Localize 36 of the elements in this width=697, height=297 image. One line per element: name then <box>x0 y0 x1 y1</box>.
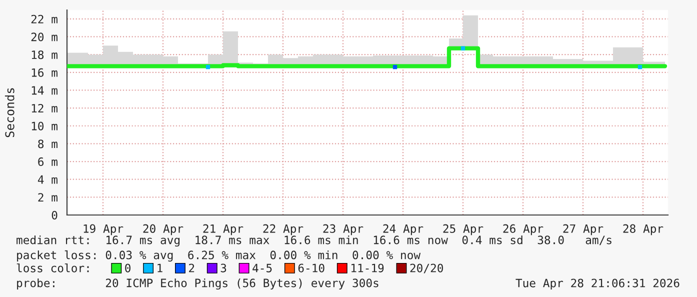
y-tick-label: 22 m <box>31 14 58 24</box>
x-tick-label: 23 Apr <box>323 224 364 236</box>
y-tick-label: 14 m <box>32 86 58 95</box>
legend-label: 0 <box>125 264 130 272</box>
x-tick-label: 25 Apr <box>443 224 484 236</box>
text: probe: 20 ICMP Echo Pings (56 Bytes) every 300s <box>17 278 378 290</box>
text: Tue Apr 28 21:06:31 2026 <box>516 278 680 290</box>
y-tick-label: 20 m <box>31 32 58 42</box>
y-tick-label: 0 <box>52 210 58 220</box>
y-tick-label: 2 m <box>38 193 58 202</box>
x-tick-label: 26 Apr <box>503 224 544 236</box>
y-tick-label: 18 m <box>32 50 58 60</box>
legend-label: 6-10 <box>298 264 324 272</box>
legend-label: 20/20 <box>410 264 443 274</box>
y-axis-title: Seconds <box>4 88 14 138</box>
legend-label: 4-5 <box>252 264 272 272</box>
legend-label: 1 <box>158 264 162 272</box>
y-tick-label: 6 m <box>38 157 58 166</box>
x-tick-label: 20 Apr <box>143 224 184 236</box>
legend-label: 11-19 <box>351 264 384 272</box>
x-tick-label: 19 Apr <box>84 224 124 236</box>
x-tick-label: 21 Apr <box>203 224 244 236</box>
text: loss color: <box>16 263 89 272</box>
y-tick-label: 12 m <box>32 104 58 112</box>
legend-label: 2 <box>189 264 194 272</box>
x-tick-label: 28 Apr <box>623 224 664 236</box>
x-tick-label: 24 Apr <box>383 224 424 236</box>
x-tick-label: 27 Apr <box>563 224 604 236</box>
y-tick-label: 16 m <box>32 68 58 77</box>
text: median rtt: 16.7 ms avg 18.7 ms max 16.6 ms min 16.6 ms now 0.4 ms sd 38.0 am/s <box>16 235 612 247</box>
y-tick-label: 8 m <box>38 140 58 148</box>
y-tick-label: 10 m <box>32 122 58 130</box>
y-tick-label: 4 m <box>38 175 58 184</box>
x-tick-label: 22 Apr <box>263 224 304 236</box>
text: packet loss: 0.03 % avg 6.25 % max 0.00 % min 0.00 % now <box>17 250 421 262</box>
legend-label: 3 <box>220 264 226 272</box>
